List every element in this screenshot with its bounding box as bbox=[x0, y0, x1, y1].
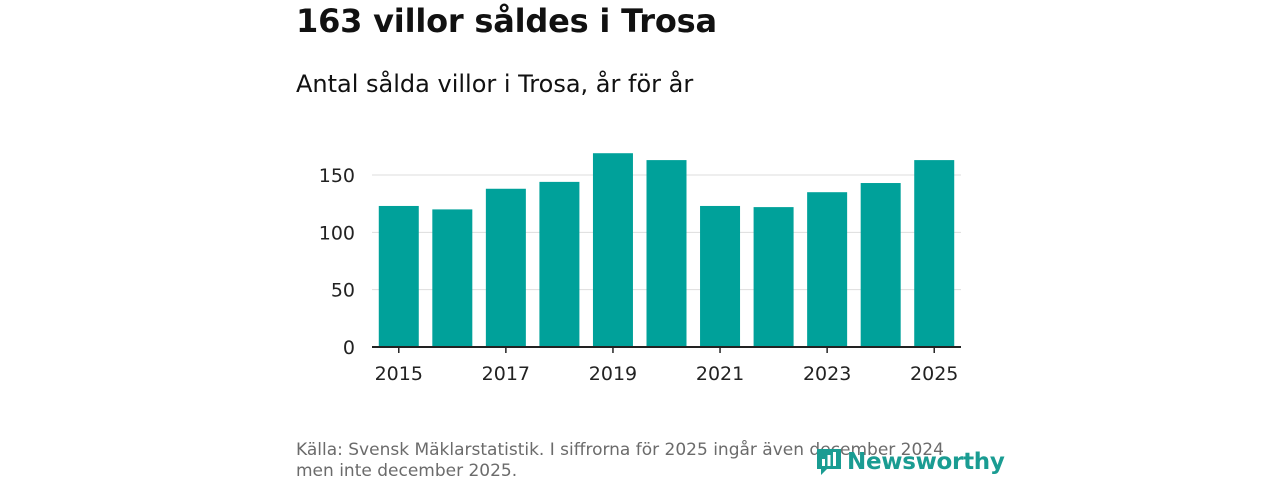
chart-title: 163 villor såldes i Trosa bbox=[296, 2, 717, 40]
source-note: Källa: Svensk Mäklarstatistik. I siffror… bbox=[296, 440, 944, 481]
x-tick-label: 2017 bbox=[482, 363, 530, 385]
bar-2024 bbox=[860, 183, 901, 347]
x-tick-label: 2015 bbox=[375, 363, 423, 385]
y-tick-label: 150 bbox=[319, 165, 355, 187]
bar-2020 bbox=[646, 160, 687, 347]
y-tick-label: 0 bbox=[343, 337, 355, 359]
x-tick-label: 2025 bbox=[910, 363, 958, 385]
y-tick-label: 50 bbox=[331, 280, 355, 302]
bar-2016 bbox=[432, 209, 473, 347]
y-tick-label: 100 bbox=[319, 222, 355, 244]
bar-2017 bbox=[485, 188, 526, 347]
x-tick-label: 2021 bbox=[696, 363, 744, 385]
bar-2023 bbox=[807, 192, 848, 347]
bar-2021 bbox=[700, 205, 741, 347]
bar-2019 bbox=[592, 153, 633, 347]
newsworthy-logo-icon bbox=[817, 449, 841, 475]
bar-2025 bbox=[914, 160, 955, 347]
x-tick-label: 2019 bbox=[589, 363, 637, 385]
bar-2015 bbox=[378, 205, 419, 347]
x-tick-label: 2023 bbox=[803, 363, 851, 385]
bar-2018 bbox=[539, 181, 580, 347]
brand-logo: Newsworthy bbox=[815, 442, 1005, 482]
chart-subtitle: Antal sålda villor i Trosa, år för år bbox=[296, 70, 694, 98]
brand-name: Newsworthy bbox=[847, 449, 1005, 475]
bar-2022 bbox=[753, 207, 794, 347]
